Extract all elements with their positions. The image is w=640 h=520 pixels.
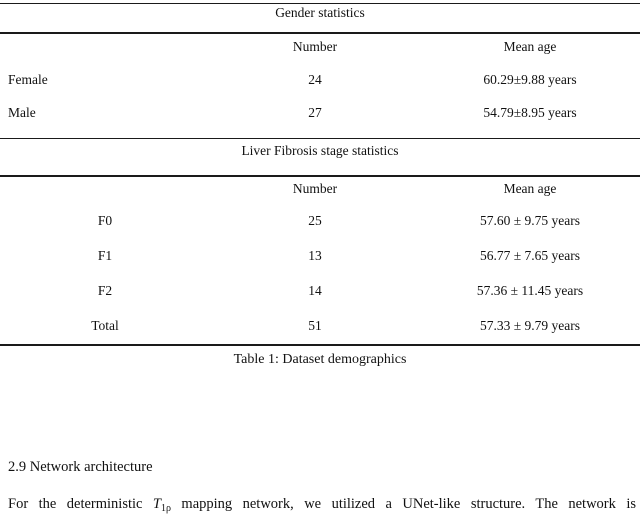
table-row-female: Female 24 60.29±9.88 years [0, 72, 640, 87]
row-number: 27 [308, 105, 322, 120]
row-number: 13 [308, 248, 322, 263]
row-mean-age: 56.77 ± 7.65 years [479, 248, 581, 263]
row-label: F0 [97, 213, 113, 228]
table-row-f2: F2 14 57.36 ± 11.45 years [0, 283, 640, 298]
section-title-fibrosis: Liver Fibrosis stage statistics [241, 143, 399, 158]
col-header-number: Number [292, 39, 338, 54]
t1rho-subscript: 1ρ [160, 503, 171, 514]
table-caption: Table 1: Dataset demographics [233, 352, 407, 367]
row-mean-age: 57.60 ± 9.75 years [479, 213, 581, 228]
col-header-mean-age: Mean age [503, 39, 557, 54]
row-label: Male [8, 105, 36, 120]
paragraph-text-before: For the deterministic [8, 496, 153, 512]
table-rule-fibrosis-top [0, 138, 640, 139]
header-cell-empty [0, 39, 210, 54]
section-title-gender: Gender statistics [275, 5, 365, 20]
body-paragraph: For the deterministic T1ρ mapping networ… [8, 495, 636, 514]
row-number: 25 [308, 213, 322, 228]
row-mean-age: 57.33 ± 9.79 years [479, 318, 581, 333]
section-heading: 2.9 Network architecture [8, 459, 153, 475]
paragraph-text-after: mapping network, we utilized a UNet-like… [170, 496, 636, 512]
table-rule-fibrosis-header [0, 175, 640, 177]
table-rule-top [0, 3, 640, 4]
table-row-f0: F0 25 57.60 ± 9.75 years [0, 213, 640, 228]
table-rule-gender-header [0, 32, 640, 34]
col-header-number: Number [292, 181, 338, 196]
table-rule-bottom [0, 344, 640, 346]
header-cell-empty [0, 181, 210, 196]
row-label: F2 [97, 283, 113, 298]
row-number: 51 [308, 318, 322, 333]
row-mean-age: 60.29±9.88 years [483, 72, 577, 87]
row-label: F1 [97, 248, 113, 263]
row-number: 24 [308, 72, 322, 87]
table-row-f1: F1 13 56.77 ± 7.65 years [0, 248, 640, 263]
row-number: 14 [308, 283, 322, 298]
table-row-total: Total 51 57.33 ± 9.79 years [0, 318, 640, 333]
table-header-row-gender: Number Mean age [0, 39, 640, 54]
table-header-row-fibrosis: Number Mean age [0, 181, 640, 196]
row-mean-age: 54.79±8.95 years [483, 105, 577, 120]
row-label: Total [91, 318, 119, 333]
t1rho-symbol: T [152, 496, 161, 512]
row-label: Female [8, 72, 48, 87]
col-header-mean-age: Mean age [503, 181, 557, 196]
table-row-male: Male 27 54.79±8.95 years [0, 105, 640, 120]
row-mean-age: 57.36 ± 11.45 years [476, 283, 584, 298]
